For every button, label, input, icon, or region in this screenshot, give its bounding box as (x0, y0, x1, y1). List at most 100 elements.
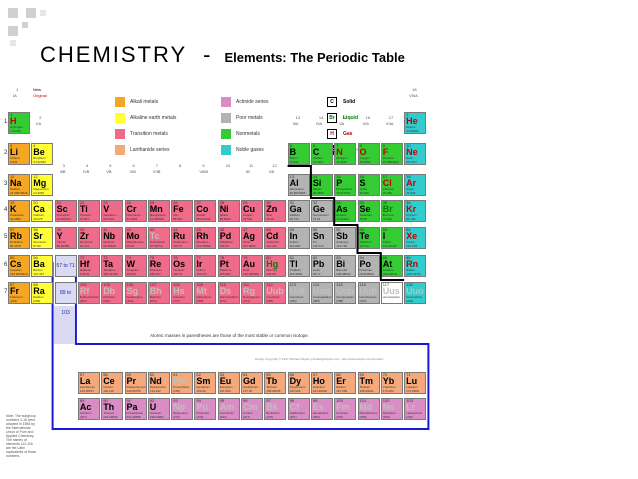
element-symbol: Rn (406, 259, 419, 269)
atomic-mass: (261) (79, 299, 87, 303)
element-cell: 23 V Vanadium 50.9415 (101, 200, 124, 222)
group-number: 4 (85, 163, 89, 168)
element-symbol: Ra (33, 286, 45, 296)
atomic-mass: 91.224 (79, 244, 90, 248)
atomic-mass: 30.973762 (336, 191, 351, 195)
element-name: Hydrogen (10, 125, 24, 129)
element-symbol: Cm (243, 402, 258, 412)
state-symbol: C (327, 97, 337, 107)
element-cell: 104 Rf Rutherfordium (261) (77, 282, 100, 304)
element-symbol: Ac (79, 402, 92, 412)
element-symbol: Th (103, 402, 115, 412)
legend-label: Actinide series (236, 99, 269, 105)
atomic-mass: 112.411 (266, 244, 277, 248)
element-cell: 20 Ca Calcium 40.078 (31, 200, 54, 222)
element-symbol: Lu (406, 376, 418, 386)
element-cell: 90 Th Thorium 232.03806 (101, 398, 124, 420)
element-symbol: Bh (149, 286, 162, 296)
atomic-mass: 1.00794 (10, 129, 21, 133)
legend-swatch (115, 145, 125, 155)
element-symbol: Uub (266, 286, 284, 296)
legend-label: Alkaline earth metals (130, 115, 177, 121)
element-symbol: Er (336, 376, 346, 386)
element-cell: 13 Al Aluminium 26.9815386 (287, 174, 310, 196)
atomic-number: 79 (243, 255, 248, 260)
atomic-number: 77 (196, 255, 201, 260)
element-name: Ununoctium (406, 295, 423, 299)
element-name: Xenon (406, 240, 415, 244)
group-roman: VIA (362, 121, 369, 126)
element-name: Technetium (149, 240, 166, 244)
atomic-mass: (294) (406, 299, 414, 303)
element-cell: 81 Tl Thallium 204.3833 (287, 255, 310, 277)
element-cell: 32 Ge Germanium 72.64 (310, 200, 333, 222)
element-symbol: Ga (289, 204, 302, 214)
atomic-number: 7 (336, 143, 339, 148)
element-symbol: W (126, 259, 136, 269)
atomic-number: 71 (406, 372, 411, 377)
element-symbol: Cd (266, 231, 279, 241)
element-symbol: Co (196, 204, 209, 214)
atomic-mass: 121.760 (336, 244, 348, 248)
atomic-mass: 88.90585 (56, 244, 70, 248)
atomic-number: 80 (266, 255, 271, 260)
element-symbol: Uus (382, 286, 400, 296)
element-cell: 21 Sc Scandium 44.955912 (54, 200, 77, 222)
legend-swatch (115, 113, 125, 123)
atomic-mass: (264) (149, 299, 157, 303)
atomic-mass: 74.92160 (336, 217, 349, 221)
atomic-number: 9 (382, 143, 386, 148)
atomic-number: 15 (336, 174, 341, 179)
element-name: Terbium (266, 385, 277, 389)
element-cell: 97 Bk Berkelium (247) (264, 398, 287, 420)
atomic-mass: (227) (79, 415, 87, 419)
element-name: Ytterbium (382, 385, 396, 389)
element-cell: 100 Fm Fermium (257) (334, 398, 357, 420)
element-cell: 102 No Nobelium (259) (380, 398, 403, 420)
element-cell: 48 Cd Cadmium 112.411 (264, 227, 287, 249)
atomic-mass: 83.798 (406, 217, 416, 221)
atomic-mass: (252) (312, 415, 320, 419)
element-cell: 36 Kr Krypton 83.798 (404, 200, 427, 222)
element-cell: 10 Ne Neon 20.1797 (404, 143, 427, 165)
element-name: Germanium (312, 213, 329, 217)
element-symbol: Np (173, 402, 186, 412)
legend-swatch (221, 97, 231, 107)
atomic-mass: 20.1797 (406, 160, 417, 164)
element-symbol: Te (359, 231, 370, 241)
element-symbol: Ds (219, 286, 232, 296)
atomic-mass: 174.9668 (406, 389, 419, 393)
atomic-mass: 39.0983 (10, 217, 21, 221)
element-symbol: Uut (289, 286, 305, 296)
atomic-number: 14 (312, 174, 318, 179)
atomic-number: 3 (10, 143, 13, 148)
element-cell: 80 Hg Mercury 200.59 (264, 255, 287, 277)
element-symbol: Mn (149, 204, 163, 214)
element-cell: 40 Zr Zirconium 91.224 (77, 227, 100, 249)
element-symbol: Ag (243, 231, 255, 241)
atomic-number: 85 (382, 255, 388, 260)
atomic-mass: (145) (173, 389, 181, 393)
element-symbol: Ru (173, 231, 186, 241)
atomic-number: 12 (33, 174, 38, 179)
element-symbol: Sn (312, 231, 325, 241)
element-symbol: La (79, 376, 91, 386)
atomic-number: 30 (266, 200, 271, 205)
atomic-number: 19 (10, 200, 15, 205)
element-cell: 61 Pm Promethium (145) (171, 372, 194, 394)
element-symbol: Fr (10, 286, 19, 296)
atomic-number: 89 (79, 398, 85, 403)
atomic-number: 32 (312, 200, 318, 205)
group-roman: VB (106, 169, 112, 174)
element-name: Gadolinium (243, 385, 259, 389)
atomic-number: 88 (33, 282, 38, 287)
legend-label: Alkali metals (130, 99, 159, 105)
atomic-number: 43 (149, 227, 155, 232)
element-cell: 99 Es Einsteinium (252) (310, 398, 333, 420)
atomic-mass: 195.084 (219, 272, 231, 276)
element-cell: 67 Ho Holmium 164.93032 (310, 372, 333, 394)
atomic-number: 90 (103, 398, 108, 403)
element-cell: 71 Lu Lutetium 174.9668 (404, 372, 427, 394)
